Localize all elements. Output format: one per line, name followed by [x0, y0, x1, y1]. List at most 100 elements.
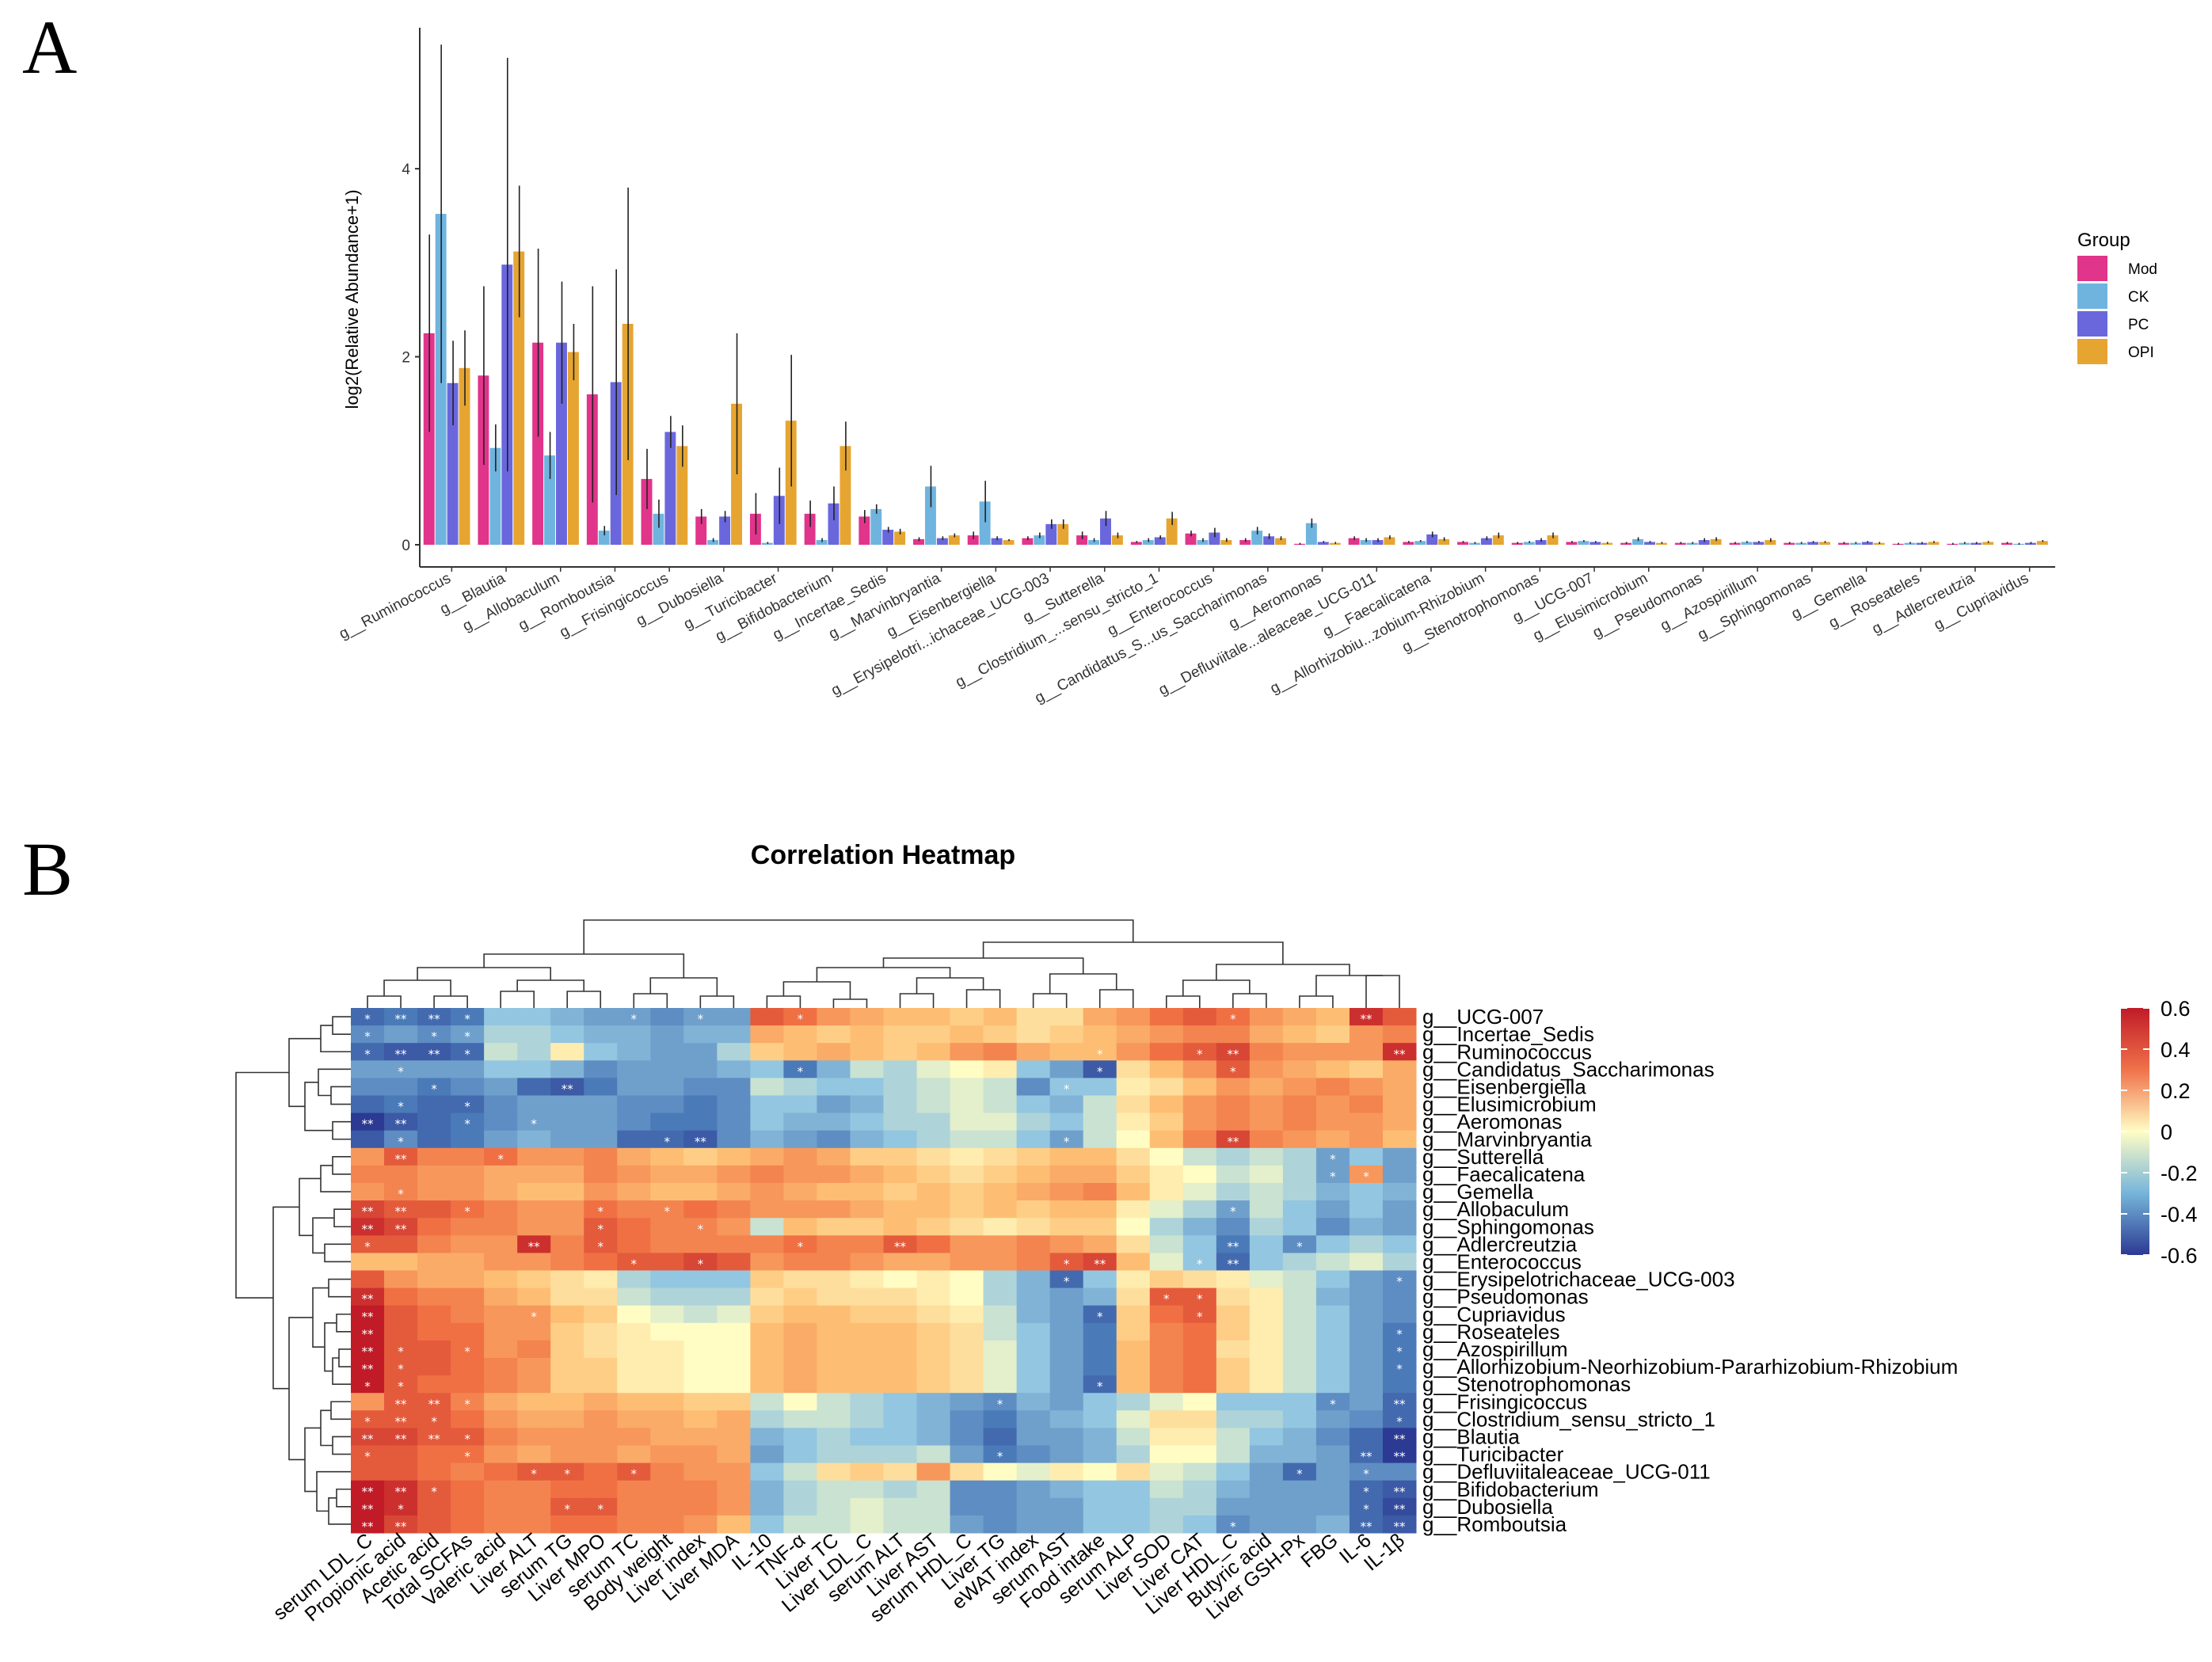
- heatmap-cell: [1382, 1183, 1417, 1201]
- heatmap-cell: [883, 1112, 918, 1131]
- heatmap-cell: [517, 1147, 551, 1166]
- heatmap-cell: [850, 1025, 884, 1044]
- heatmap-cell: [351, 1043, 385, 1061]
- heatmap-cell: [1315, 1060, 1350, 1078]
- heatmap-cell: [1049, 1218, 1084, 1236]
- heatmap-cell: [584, 1235, 618, 1253]
- heatmap-cell: [417, 1445, 451, 1464]
- heatmap-cell: [916, 1340, 951, 1359]
- heatmap-cell: [1016, 1165, 1051, 1184]
- heatmap-cell: [484, 1340, 518, 1359]
- heatmap-cell: [783, 1428, 817, 1446]
- heatmap-cell: [950, 1340, 984, 1359]
- significance-star: *: [1230, 1012, 1236, 1026]
- dendrogram-branch: [1232, 993, 1267, 1008]
- significance-star: **: [1393, 1519, 1406, 1534]
- heatmap-cell: [650, 1095, 684, 1114]
- heatmap-cell: [351, 1305, 385, 1324]
- significance-star: **: [562, 1082, 574, 1096]
- heatmap-cell: [916, 1358, 951, 1376]
- significance-star: *: [1097, 1047, 1103, 1061]
- heatmap-cell: [950, 1218, 984, 1236]
- bar-mod: [1403, 542, 1414, 545]
- heatmap-cell: [916, 1183, 951, 1201]
- heatmap-cell: [817, 1183, 851, 1201]
- heatmap-cell: [850, 1305, 884, 1324]
- heatmap-cell: [550, 1428, 584, 1446]
- heatmap-cell: [351, 1218, 385, 1236]
- significance-star: *: [464, 1397, 470, 1411]
- bar-ck: [1632, 538, 1644, 545]
- heatmap-cell: [1382, 1428, 1417, 1446]
- heatmap-cell: [617, 1270, 651, 1289]
- heatmap-cell: [1149, 1025, 1184, 1044]
- significance-star: *: [597, 1502, 603, 1516]
- heatmap-cell: [1049, 1497, 1084, 1516]
- heatmap-cell: [351, 1410, 385, 1428]
- heatmap-cell: [417, 1322, 451, 1341]
- row-label: g__Enterococcus: [1422, 1249, 1582, 1273]
- heatmap-cell: [883, 1445, 918, 1464]
- dendrogram-branch: [633, 993, 668, 1008]
- heatmap-cell: [650, 1078, 684, 1096]
- heatmap-cell: [1016, 1043, 1051, 1061]
- bar-ck: [1414, 541, 1426, 545]
- heatmap-cell: [1282, 1147, 1317, 1166]
- heatmap-cell: [883, 1287, 918, 1306]
- heatmap-cell: [1083, 1393, 1117, 1411]
- heatmap-cell: [517, 1165, 551, 1184]
- heatmap-cell: [550, 1130, 584, 1149]
- heatmap-cell: [451, 1410, 485, 1428]
- heatmap-cell: [1116, 1340, 1151, 1359]
- heatmap-cell: [1083, 1008, 1117, 1026]
- heatmap-cell: [550, 1445, 584, 1464]
- dendrogram-branch: [916, 977, 984, 994]
- bar-opi: [1982, 542, 1994, 545]
- heatmap-cell: [351, 1393, 385, 1411]
- heatmap-cell: [950, 1497, 984, 1516]
- row-label: g__Pseudomonas: [1422, 1285, 1589, 1309]
- heatmap-cell: [817, 1287, 851, 1306]
- dendrogram-branch: [1032, 993, 1068, 1008]
- bar-ck: [489, 447, 501, 545]
- heatmap-cell: [351, 1375, 385, 1394]
- heatmap-cell: [1083, 1112, 1117, 1131]
- heatmap-cell: [916, 1078, 951, 1096]
- heatmap-cell: [550, 1305, 584, 1324]
- heatmap-cell: [1016, 1287, 1051, 1306]
- heatmap-cell: [1149, 1322, 1184, 1341]
- heatmap-cell: [717, 1428, 751, 1446]
- heatmap-cell: [1182, 1235, 1217, 1253]
- heatmap-cell: [717, 1322, 751, 1341]
- heatmap-cell: [916, 1462, 951, 1481]
- heatmap-cell: [451, 1462, 485, 1481]
- bar-mod: [1076, 535, 1088, 545]
- bar-ck: [544, 455, 556, 545]
- heatmap-cell: [1116, 1322, 1151, 1341]
- significance-star: *: [398, 1100, 404, 1114]
- heatmap-cell: [950, 1235, 984, 1253]
- heatmap-cell: [1249, 1445, 1284, 1464]
- dendrogram-branch: [1098, 989, 1134, 1008]
- heatmap-cell: [1182, 1130, 1217, 1149]
- heatmap-cell: [850, 1008, 884, 1026]
- heatmap-cell: [617, 1287, 651, 1306]
- heatmap-cell: [1016, 1060, 1051, 1078]
- heatmap-cell: [1182, 1043, 1217, 1061]
- heatmap-cell: [783, 1095, 817, 1114]
- heatmap-cell: [1349, 1393, 1384, 1411]
- heatmap-cell: [1216, 1165, 1251, 1184]
- heatmap-cell: [883, 1462, 918, 1481]
- heatmap-cell: [783, 1060, 817, 1078]
- heatmap-cell: [650, 1218, 684, 1236]
- bar-opi: [459, 367, 470, 545]
- heatmap-cell: [417, 1393, 451, 1411]
- heatmap-cell: [417, 1428, 451, 1446]
- heatmap-cell: [617, 1235, 651, 1253]
- bar-pc: [1535, 540, 1547, 545]
- bar-pc: [936, 538, 948, 545]
- heatmap-cell: [351, 1287, 385, 1306]
- heatmap-cell: [983, 1025, 1018, 1044]
- heatmap-cell: [1315, 1130, 1350, 1149]
- heatmap-cell: [417, 1410, 451, 1428]
